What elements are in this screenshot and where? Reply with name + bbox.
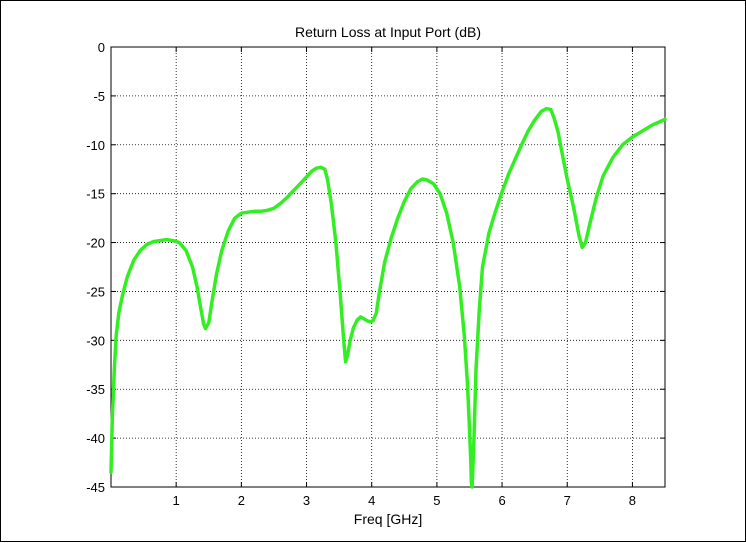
y-tick-label: -10 bbox=[86, 138, 105, 153]
x-axis-title: Freq [GHz] bbox=[354, 511, 422, 527]
y-tick-label: -5 bbox=[93, 89, 105, 104]
x-tick-label: 2 bbox=[238, 493, 245, 508]
y-tick-label: -15 bbox=[86, 187, 105, 202]
x-tick-label: 5 bbox=[433, 493, 440, 508]
x-tick-label: 1 bbox=[173, 493, 180, 508]
x-tick-label: 3 bbox=[303, 493, 310, 508]
plot-area-frame bbox=[110, 46, 666, 488]
tick-labels: 1 2 3 4 5 6 7 8 0 -5 -10 -15 -20 -25 -30 -35 -40 -45 bbox=[86, 40, 636, 508]
x-tick-label: 4 bbox=[368, 493, 375, 508]
chart-title: Return Loss at Input Port (dB) bbox=[295, 24, 481, 40]
x-tick-label: 7 bbox=[564, 493, 571, 508]
y-tick-label: -25 bbox=[86, 284, 105, 299]
return-loss-series-line bbox=[109, 106, 667, 489]
x-tick-label: 8 bbox=[629, 493, 636, 508]
x-tick-label: 6 bbox=[498, 493, 505, 508]
y-tick-label: -40 bbox=[86, 431, 105, 446]
y-tick-label: -35 bbox=[86, 382, 105, 397]
y-tick-label: -30 bbox=[86, 333, 105, 348]
y-tick-label: 0 bbox=[98, 40, 105, 55]
y-tick-label: -45 bbox=[86, 480, 105, 495]
series-layer bbox=[109, 106, 667, 489]
y-tick-label: -20 bbox=[86, 236, 105, 251]
